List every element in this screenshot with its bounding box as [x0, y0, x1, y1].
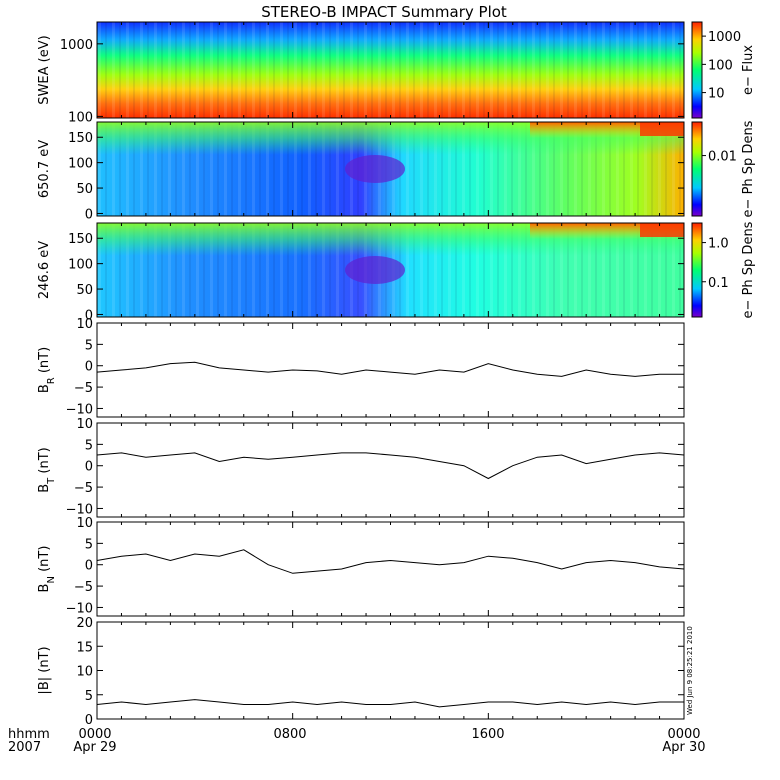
panel-2-yticklabel: 0	[85, 308, 93, 323]
panel-3-yticklabel: −5	[74, 381, 93, 396]
panel-5-yticklabel: 0	[85, 559, 93, 574]
panel-4-yticklabel: 5	[85, 438, 93, 453]
year-label: 2007	[8, 740, 41, 755]
panel-3-frame	[96, 322, 685, 418]
panel-1-yticklabel: 150	[68, 131, 93, 146]
panel-3-yticklabel: 0	[85, 360, 93, 375]
panel-2-yticklabel: 100	[68, 258, 93, 273]
panel-2-colorbar-ticklabel: 1.0	[708, 237, 729, 252]
panel-0-colorbar-label: e− Flux	[741, 45, 756, 95]
panel-0-yticklabel: 1000	[60, 38, 93, 53]
panel-6-yticklabel: 20	[76, 616, 93, 631]
panel-6: 0 5 10 15 20 |B| (nT)	[37, 616, 685, 728]
panel-1-ylabel: 650.7 eV	[37, 140, 52, 198]
panel-2-heatmap-core	[345, 256, 405, 284]
panel-1-colorbar-ticklabel: 0.01	[708, 150, 737, 165]
panel-3-yticklabel: −10	[66, 402, 93, 417]
panel-1-yticklabel: 0	[85, 207, 93, 222]
time-tick-1: 0800	[273, 727, 306, 742]
panel-4-yticklabel: −5	[74, 481, 93, 496]
panel-4-frame	[96, 422, 685, 518]
panel-1-colorbar	[691, 121, 703, 217]
panel-6-yticklabel: 10	[76, 665, 93, 680]
panel-0-yticklabel: 100	[68, 110, 93, 125]
panel-4-yticklabel: 0	[85, 460, 93, 475]
panel-2-ylabel: 246.6 eV	[37, 241, 52, 299]
panel-5-ylabel: BN (nT)	[37, 546, 57, 593]
panel-1-yticklabel: 100	[68, 157, 93, 172]
time-tick-0: 0000	[78, 727, 111, 742]
panel-0-colorbar-ticklabel: 10	[708, 87, 725, 102]
panel-3-series-line	[96, 361, 684, 377]
time-tick-2: 1600	[471, 727, 504, 742]
panel-2-heatmap-hot-core	[640, 223, 684, 237]
panel-5-frame	[96, 521, 685, 617]
panel-4-yticklabel: −10	[66, 502, 93, 517]
panel-3-ylabel: BR (nT)	[37, 347, 57, 393]
panel-2-colorbar	[691, 222, 703, 318]
panel-2-colorbar-ticklabel: 0.1	[708, 276, 729, 291]
panel-1-yticklabel: 50	[76, 182, 93, 197]
panel-5-yticklabel: −10	[66, 601, 93, 616]
panel-2: 0.1 1.0 e− Ph Sp Dens 0 50 100 150 246.6 eV	[37, 221, 756, 323]
panel-0-colorbar	[691, 21, 703, 119]
panel-2-yticklabel: 50	[76, 283, 93, 298]
panel-4-series-line	[96, 452, 685, 480]
panel-6-yticklabel: 0	[85, 713, 93, 728]
panel-0-colorbar-ticklabel: 100	[708, 58, 733, 73]
panel-3-yticklabel: 10	[76, 317, 93, 332]
panel-4-yticklabel: 10	[76, 417, 93, 432]
panel-2-colorbar-label: e− Ph Sp Dens	[741, 221, 756, 318]
figure-title: STEREO-B IMPACT Summary Plot	[261, 3, 507, 21]
panel-4: −10 −5 0 5 10 BT (nT)	[37, 417, 685, 518]
timestamp-label: Wed Jun 9 08:25:21 2010	[686, 626, 694, 715]
panel-6-yticklabel: 15	[76, 640, 93, 655]
panel-6-series-line	[96, 699, 684, 708]
panel-5-series-line	[96, 549, 685, 574]
panel-0-heatmap-texture	[97, 22, 684, 118]
date-label-start: Apr 29	[73, 740, 116, 755]
panel-1-heatmap-core	[345, 155, 405, 183]
panel-2-yticklabel: 150	[68, 232, 93, 247]
panel-3-yticklabel: 5	[85, 338, 93, 353]
panel-5-yticklabel: 5	[85, 537, 93, 552]
panel-6-ylabel: |B| (nT)	[37, 646, 52, 694]
panel-1: 0.01 e− Ph Sp Dens 0 50 100 150 650.7 eV	[37, 120, 756, 222]
panel-4-ylabel: BT (nT)	[37, 447, 57, 493]
panel-1-heatmap-hot-core	[640, 122, 684, 136]
panel-5: −10 −5 0 5 10 BN (nT)	[37, 516, 685, 617]
panel-3: −10 −5 0 5 10 BR (nT)	[37, 317, 685, 418]
panel-0-colorbar-ticklabel: 1000	[708, 30, 741, 45]
panel-5-yticklabel: −5	[74, 580, 93, 595]
date-label-end: Apr 30	[662, 740, 705, 755]
panel-1-colorbar-label: e− Ph Sp Dens	[741, 120, 756, 217]
panel-6-yticklabel: 5	[85, 689, 93, 704]
time-unit-label: hhmm	[8, 727, 50, 742]
panel-0-ylabel: SWEA (eV)	[37, 35, 52, 104]
panel-5-yticklabel: 10	[76, 516, 93, 531]
time-tick-3: 0000	[667, 727, 700, 742]
